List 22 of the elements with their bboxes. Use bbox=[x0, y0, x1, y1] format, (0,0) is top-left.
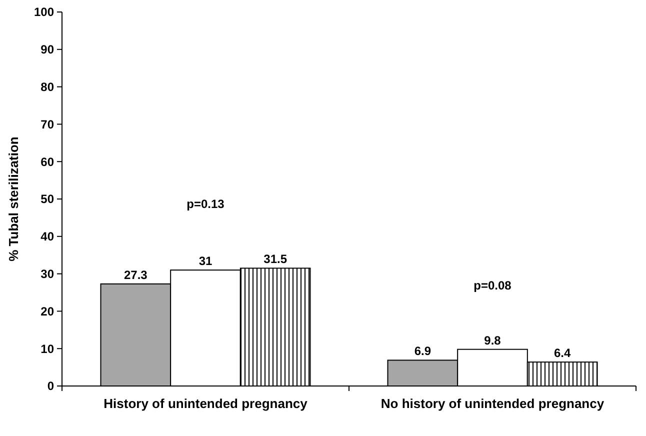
data-label: 6.9 bbox=[414, 344, 432, 358]
x-tick-label: History of unintended pregnancy bbox=[104, 396, 308, 411]
y-axis-title: % Tubal sterilization bbox=[6, 136, 21, 262]
data-label: 31 bbox=[198, 254, 212, 268]
y-tick-label: 100 bbox=[34, 5, 54, 20]
y-tick-label: 20 bbox=[40, 304, 54, 318]
y-tick-label: 40 bbox=[40, 230, 54, 244]
y-tick-label: 30 bbox=[40, 267, 54, 281]
annotation: p=0.08 bbox=[474, 278, 512, 292]
data-label: 31.5 bbox=[264, 252, 288, 266]
data-label: 9.8 bbox=[484, 333, 502, 348]
y-tick-label: 0 bbox=[47, 379, 54, 394]
y-tick-label: 10 bbox=[40, 342, 54, 356]
data-label: 27.3 bbox=[124, 268, 148, 282]
y-tick-label: 90 bbox=[40, 42, 54, 57]
y-tick-label: 70 bbox=[40, 117, 54, 132]
data-label: 6.4 bbox=[554, 346, 571, 360]
y-tick-label: 80 bbox=[40, 80, 54, 94]
x-tick-label: No history of unintended pregnancy bbox=[380, 396, 605, 411]
y-tick-label: 50 bbox=[40, 192, 54, 206]
y-tick-label: 60 bbox=[40, 154, 54, 169]
annotation: p=0.13 bbox=[186, 197, 225, 212]
